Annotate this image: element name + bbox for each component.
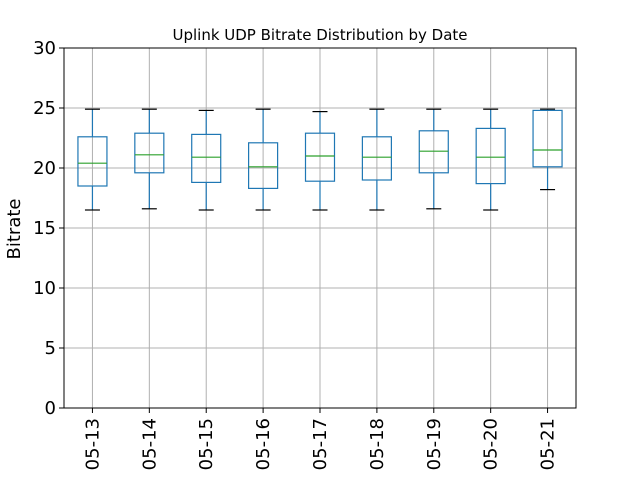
y-tick-label: 5 — [45, 338, 56, 359]
x-tick-label: 05-15 — [196, 418, 217, 470]
box-05-21 — [532, 108, 563, 191]
x-tick-label: 05-21 — [538, 418, 559, 470]
y-axis-label: Bitrate — [4, 199, 25, 260]
iqr-box — [304, 132, 336, 182]
x-tick-label: 05-17 — [310, 418, 331, 470]
iqr-box — [248, 142, 279, 190]
box-05-14 — [134, 108, 165, 210]
x-tick-label: 05-13 — [82, 418, 103, 470]
x-tick-label: 05-19 — [424, 418, 445, 470]
iqr-box — [191, 133, 222, 183]
box-05-19 — [418, 108, 449, 210]
y-tick-label: 0 — [45, 398, 56, 419]
y-tick-label: 30 — [33, 38, 56, 59]
iqr-box — [77, 136, 108, 187]
iqr-box — [418, 130, 449, 174]
x-ticks: 05-13 05-14 05-15 05-16 05-17 05-18 05-19 05-20… — [82, 408, 559, 470]
y-tick-label: 25 — [33, 98, 56, 119]
x-tick-label: 05-20 — [481, 418, 502, 470]
x-tick-label: 05-18 — [367, 418, 388, 470]
iqr-box — [134, 132, 165, 174]
boxes — [77, 108, 563, 211]
box-05-15 — [191, 109, 222, 211]
box-05-18 — [361, 108, 392, 211]
y-tick-label: 10 — [33, 278, 56, 299]
y-ticks: 0 5 10 15 20 25 30 — [33, 38, 64, 419]
x-tick-label: 05-16 — [253, 418, 274, 470]
x-tick-label: 05-14 — [139, 418, 160, 470]
grid-lines — [64, 47, 576, 409]
iqr-box — [475, 127, 506, 185]
y-tick-label: 15 — [33, 218, 56, 239]
box-05-17 — [304, 110, 336, 211]
box-05-13 — [77, 108, 108, 211]
y-tick-label: 20 — [33, 158, 56, 179]
box-05-20 — [475, 108, 506, 211]
iqr-box — [532, 109, 563, 168]
chart-title: Uplink UDP Bitrate Distribution by Date — [172, 26, 467, 44]
iqr-box — [361, 136, 392, 181]
box-05-16 — [248, 108, 279, 211]
